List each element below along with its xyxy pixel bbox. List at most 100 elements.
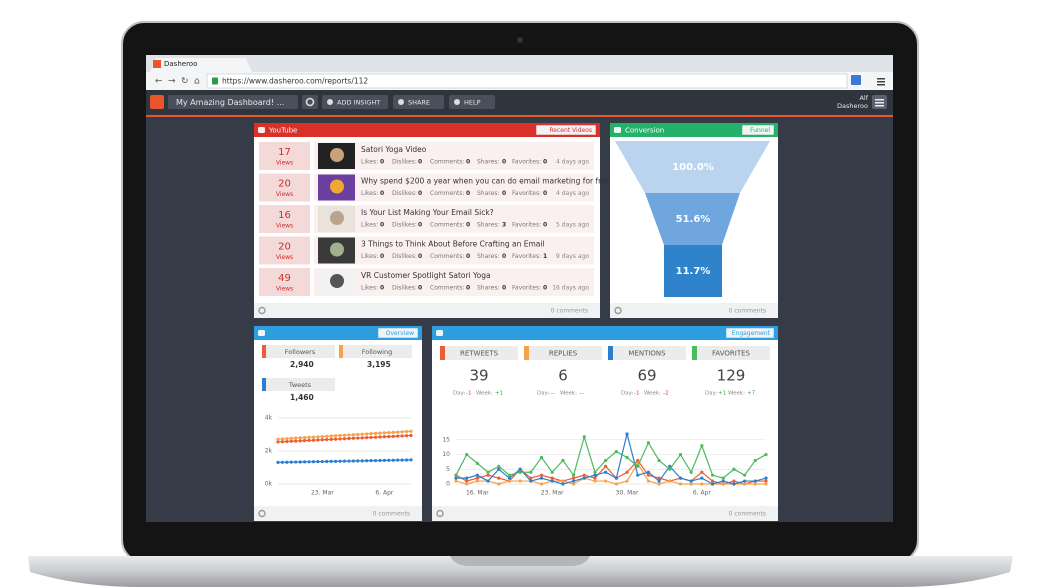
video-row[interactable] [314, 268, 594, 296]
metric-name: FAVORITES [712, 350, 751, 358]
video-title: VR Customer Spotlight Satori Yoga [361, 271, 491, 280]
metric-total: 129 [717, 367, 746, 385]
data-point [311, 438, 316, 442]
footer-gear[interactable] [614, 306, 622, 315]
stat-value: 0 [466, 285, 470, 292]
data-point [582, 473, 586, 477]
nav-button[interactable]: ↻ [181, 77, 189, 87]
widget-footer [432, 506, 778, 521]
button-label: SHARE [408, 99, 430, 107]
data-point [743, 473, 747, 477]
data-point [486, 470, 490, 474]
video-row[interactable] [314, 236, 594, 265]
toolbar-button[interactable] [393, 95, 444, 109]
footer-gear[interactable] [436, 509, 444, 518]
data-point [700, 482, 704, 486]
data-point [316, 435, 320, 439]
data-point [497, 482, 501, 486]
widget-tab[interactable] [725, 327, 775, 339]
footer-gear[interactable] [258, 306, 266, 315]
video-age: 4 days ago [556, 159, 589, 166]
widget-tab[interactable] [535, 124, 597, 136]
data-point [571, 482, 576, 486]
data-point [475, 479, 479, 483]
data-point [657, 482, 661, 486]
views-box [259, 268, 310, 296]
data-point [338, 459, 342, 463]
address-box[interactable] [206, 73, 848, 89]
metric-name: RETWEETS [460, 350, 499, 358]
data-point [454, 473, 458, 477]
footer-gear[interactable] [258, 509, 266, 518]
data-point [668, 479, 672, 483]
views-count: 17 [278, 147, 291, 158]
stat-value: 0 [466, 222, 470, 229]
data-point [593, 473, 597, 477]
toolbar-button[interactable] [449, 95, 495, 109]
video-row[interactable] [314, 142, 594, 170]
data-point [365, 436, 369, 440]
widget-title: YouTube [268, 127, 297, 135]
data-point [316, 460, 320, 464]
data-point [285, 437, 289, 441]
extension-icon [851, 75, 861, 85]
delta-value: — [579, 391, 585, 397]
stat-label: Dislikes: [392, 253, 417, 260]
stat-value: 0 [418, 159, 422, 166]
footer-comments: 0 comments [373, 511, 410, 518]
data-point [625, 479, 629, 483]
funnel-label: 11.7% [676, 266, 711, 277]
x-tick-label: 30. Mar [616, 490, 639, 497]
widget-tab-label: Funnel [750, 127, 770, 134]
data-point [387, 434, 391, 439]
data-point [351, 433, 355, 437]
x-tick-label: 23. Mar [541, 490, 564, 497]
data-point [646, 470, 651, 474]
metric-color [692, 346, 697, 360]
data-point [373, 431, 378, 435]
settings-button[interactable] [302, 95, 318, 109]
data-point [289, 460, 293, 464]
nav-button[interactable]: ⌂ [194, 77, 200, 87]
delta-value: +7 [747, 391, 756, 397]
dashboard-dropdown[interactable] [168, 95, 298, 109]
data-point [454, 476, 458, 480]
data-point [539, 482, 544, 486]
metric-total: 69 [637, 367, 656, 385]
nav-button[interactable]: → [168, 77, 176, 87]
browser-tab[interactable] [150, 58, 252, 72]
delta-label: Week: [644, 391, 661, 397]
data-point [409, 429, 413, 433]
widget-footer [254, 506, 422, 521]
data-point [646, 441, 651, 445]
data-point [721, 482, 725, 486]
data-point [636, 458, 640, 463]
video-row[interactable] [314, 173, 594, 202]
data-point [764, 479, 768, 483]
data-point [614, 450, 618, 454]
data-point [646, 473, 651, 477]
data-point [334, 434, 338, 438]
data-point [486, 479, 490, 483]
data-point [668, 467, 672, 471]
data-point [294, 439, 298, 443]
lock-icon [212, 77, 218, 85]
data-point [486, 473, 490, 477]
data-point [475, 473, 479, 477]
data-point [294, 436, 298, 440]
data-point [320, 434, 324, 439]
nav-button[interactable]: ← [155, 77, 163, 87]
widget-tab[interactable] [377, 327, 419, 339]
data-point [689, 482, 693, 486]
data-point [507, 479, 512, 483]
metric-box [262, 345, 335, 358]
video-row[interactable] [314, 205, 594, 233]
button-icon [327, 99, 333, 105]
widget-tab[interactable] [741, 124, 775, 136]
metric-color [608, 346, 613, 360]
data-point [710, 473, 715, 477]
metric-name: Followers [285, 348, 316, 356]
x-tick-label: 16. Mar [466, 490, 489, 497]
toolbar-button[interactable] [322, 95, 388, 109]
data-point [700, 470, 704, 474]
